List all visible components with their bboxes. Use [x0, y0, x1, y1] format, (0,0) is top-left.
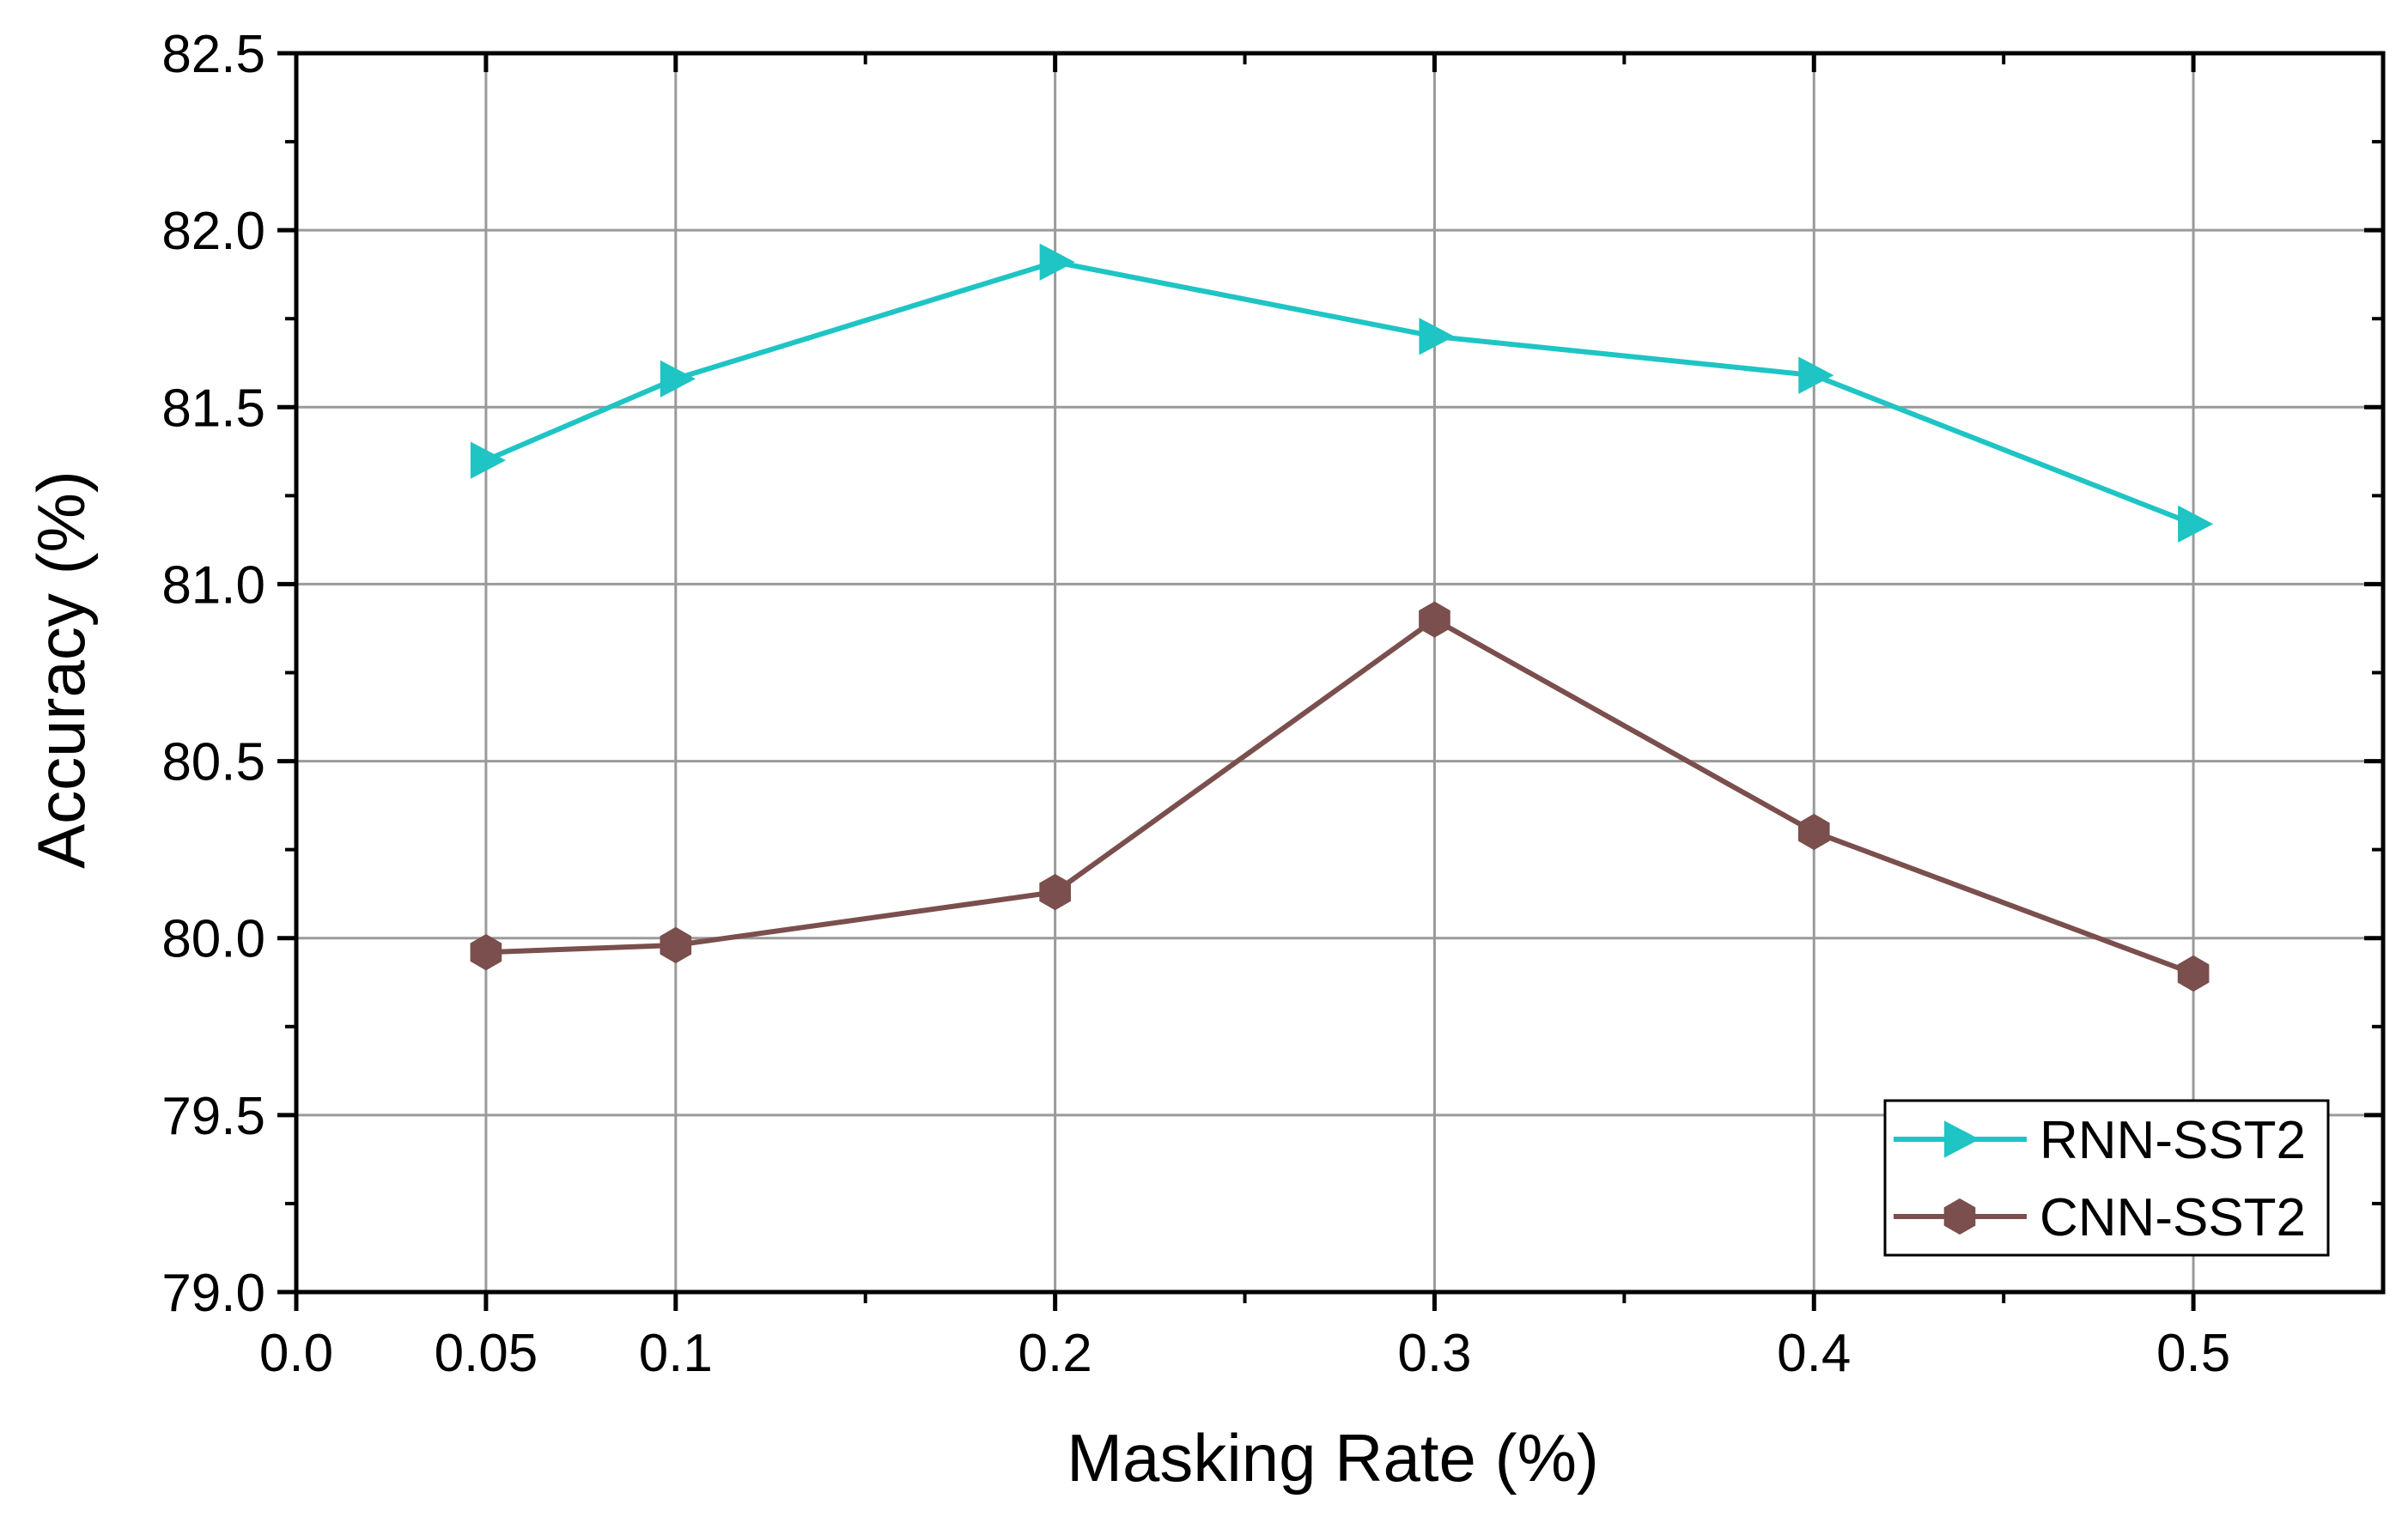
data-point-cnn-sst2	[1039, 873, 1071, 911]
data-point-cnn-sst2	[660, 926, 692, 964]
y-tick-label: 80.0	[161, 910, 265, 969]
legend-label-cnn-sst2: CNN-SST2	[2040, 1188, 2306, 1247]
y-tick-label: 80.5	[161, 733, 265, 792]
x-tick-label: 0.4	[1777, 1324, 1851, 1383]
data-point-cnn-sst2	[2177, 955, 2210, 992]
data-point-rnn-sst2	[2178, 505, 2214, 543]
x-tick-label: 0.0	[259, 1324, 333, 1383]
y-tick-label: 81.5	[161, 379, 265, 438]
y-tick-label: 82.5	[161, 25, 265, 84]
x-tick-label: 0.1	[639, 1324, 713, 1383]
data-point-rnn-sst2	[1039, 243, 1075, 281]
legend: RNN-SST2 CNN-SST2	[1883, 1099, 2330, 1257]
y-tick-label: 82.0	[161, 202, 265, 261]
data-series	[470, 243, 2214, 992]
legend-marker-cnn-sst2	[1943, 1198, 1976, 1235]
legend-marker-rnn-sst2	[1944, 1120, 1980, 1158]
y-tick-label: 79.5	[161, 1087, 265, 1146]
x-tick-label: 0.5	[2156, 1324, 2230, 1383]
y-axis-title: Accuracy (%)	[23, 470, 99, 869]
x-axis-title: Masking Rate (%)	[1067, 1420, 1599, 1496]
data-point-cnn-sst2	[470, 934, 502, 971]
x-tick-label: 0.2	[1019, 1324, 1092, 1383]
x-tick-label: 0.05	[435, 1324, 538, 1383]
series-line-cnn-sst2	[485, 616, 2195, 976]
axis-ticks: 0.0 0.05 0.1 0.2 0.3 0.4 0.5 79.0 79.5 80.0 80.5 81…	[161, 25, 2383, 1383]
data-point-rnn-sst2	[470, 441, 507, 479]
data-point-rnn-sst2	[660, 360, 696, 397]
data-point-cnn-sst2	[1419, 601, 1450, 638]
data-point-rnn-sst2	[1798, 356, 1834, 394]
y-tick-label: 81.0	[161, 555, 265, 615]
x-tick-label: 0.3	[1397, 1324, 1471, 1383]
series-line-rnn-sst2	[484, 259, 2195, 527]
data-point-cnn-sst2	[1797, 813, 1830, 851]
data-point-rnn-sst2	[1419, 318, 1455, 355]
y-tick-label: 79.0	[161, 1264, 265, 1323]
legend-label-rnn-sst2: RNN-SST2	[2040, 1111, 2306, 1170]
